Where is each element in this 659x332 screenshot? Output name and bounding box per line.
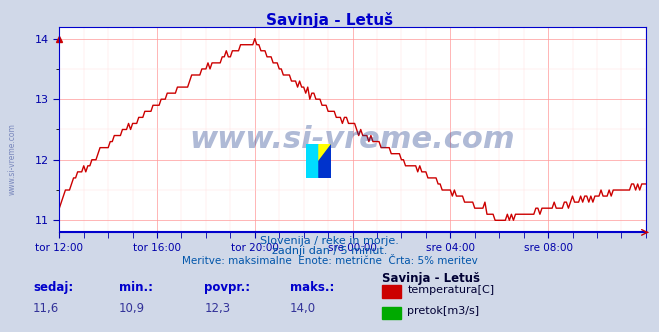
Text: Slovenija / reke in morje.: Slovenija / reke in morje. — [260, 236, 399, 246]
Text: pretok[m3/s]: pretok[m3/s] — [407, 306, 479, 316]
Text: www.si-vreme.com: www.si-vreme.com — [190, 125, 515, 154]
Text: 14,0: 14,0 — [290, 302, 316, 315]
Text: Meritve: maksimalne  Enote: metrične  Črta: 5% meritev: Meritve: maksimalne Enote: metrične Črta… — [182, 256, 477, 266]
Text: 12,3: 12,3 — [204, 302, 231, 315]
Text: sedaj:: sedaj: — [33, 281, 73, 293]
Text: min.:: min.: — [119, 281, 153, 293]
Polygon shape — [319, 144, 331, 178]
Text: 11,6: 11,6 — [33, 302, 59, 315]
Polygon shape — [319, 144, 331, 161]
Text: www.si-vreme.com: www.si-vreme.com — [8, 124, 17, 195]
Text: Savinja - Letuš: Savinja - Letuš — [382, 272, 480, 285]
Text: maks.:: maks.: — [290, 281, 334, 293]
Text: povpr.:: povpr.: — [204, 281, 250, 293]
Text: temperatura[C]: temperatura[C] — [407, 285, 494, 295]
Text: 10,9: 10,9 — [119, 302, 145, 315]
Text: zadnji dan / 5 minut.: zadnji dan / 5 minut. — [272, 246, 387, 256]
Text: Savinja - Letuš: Savinja - Letuš — [266, 12, 393, 28]
Polygon shape — [306, 144, 319, 178]
